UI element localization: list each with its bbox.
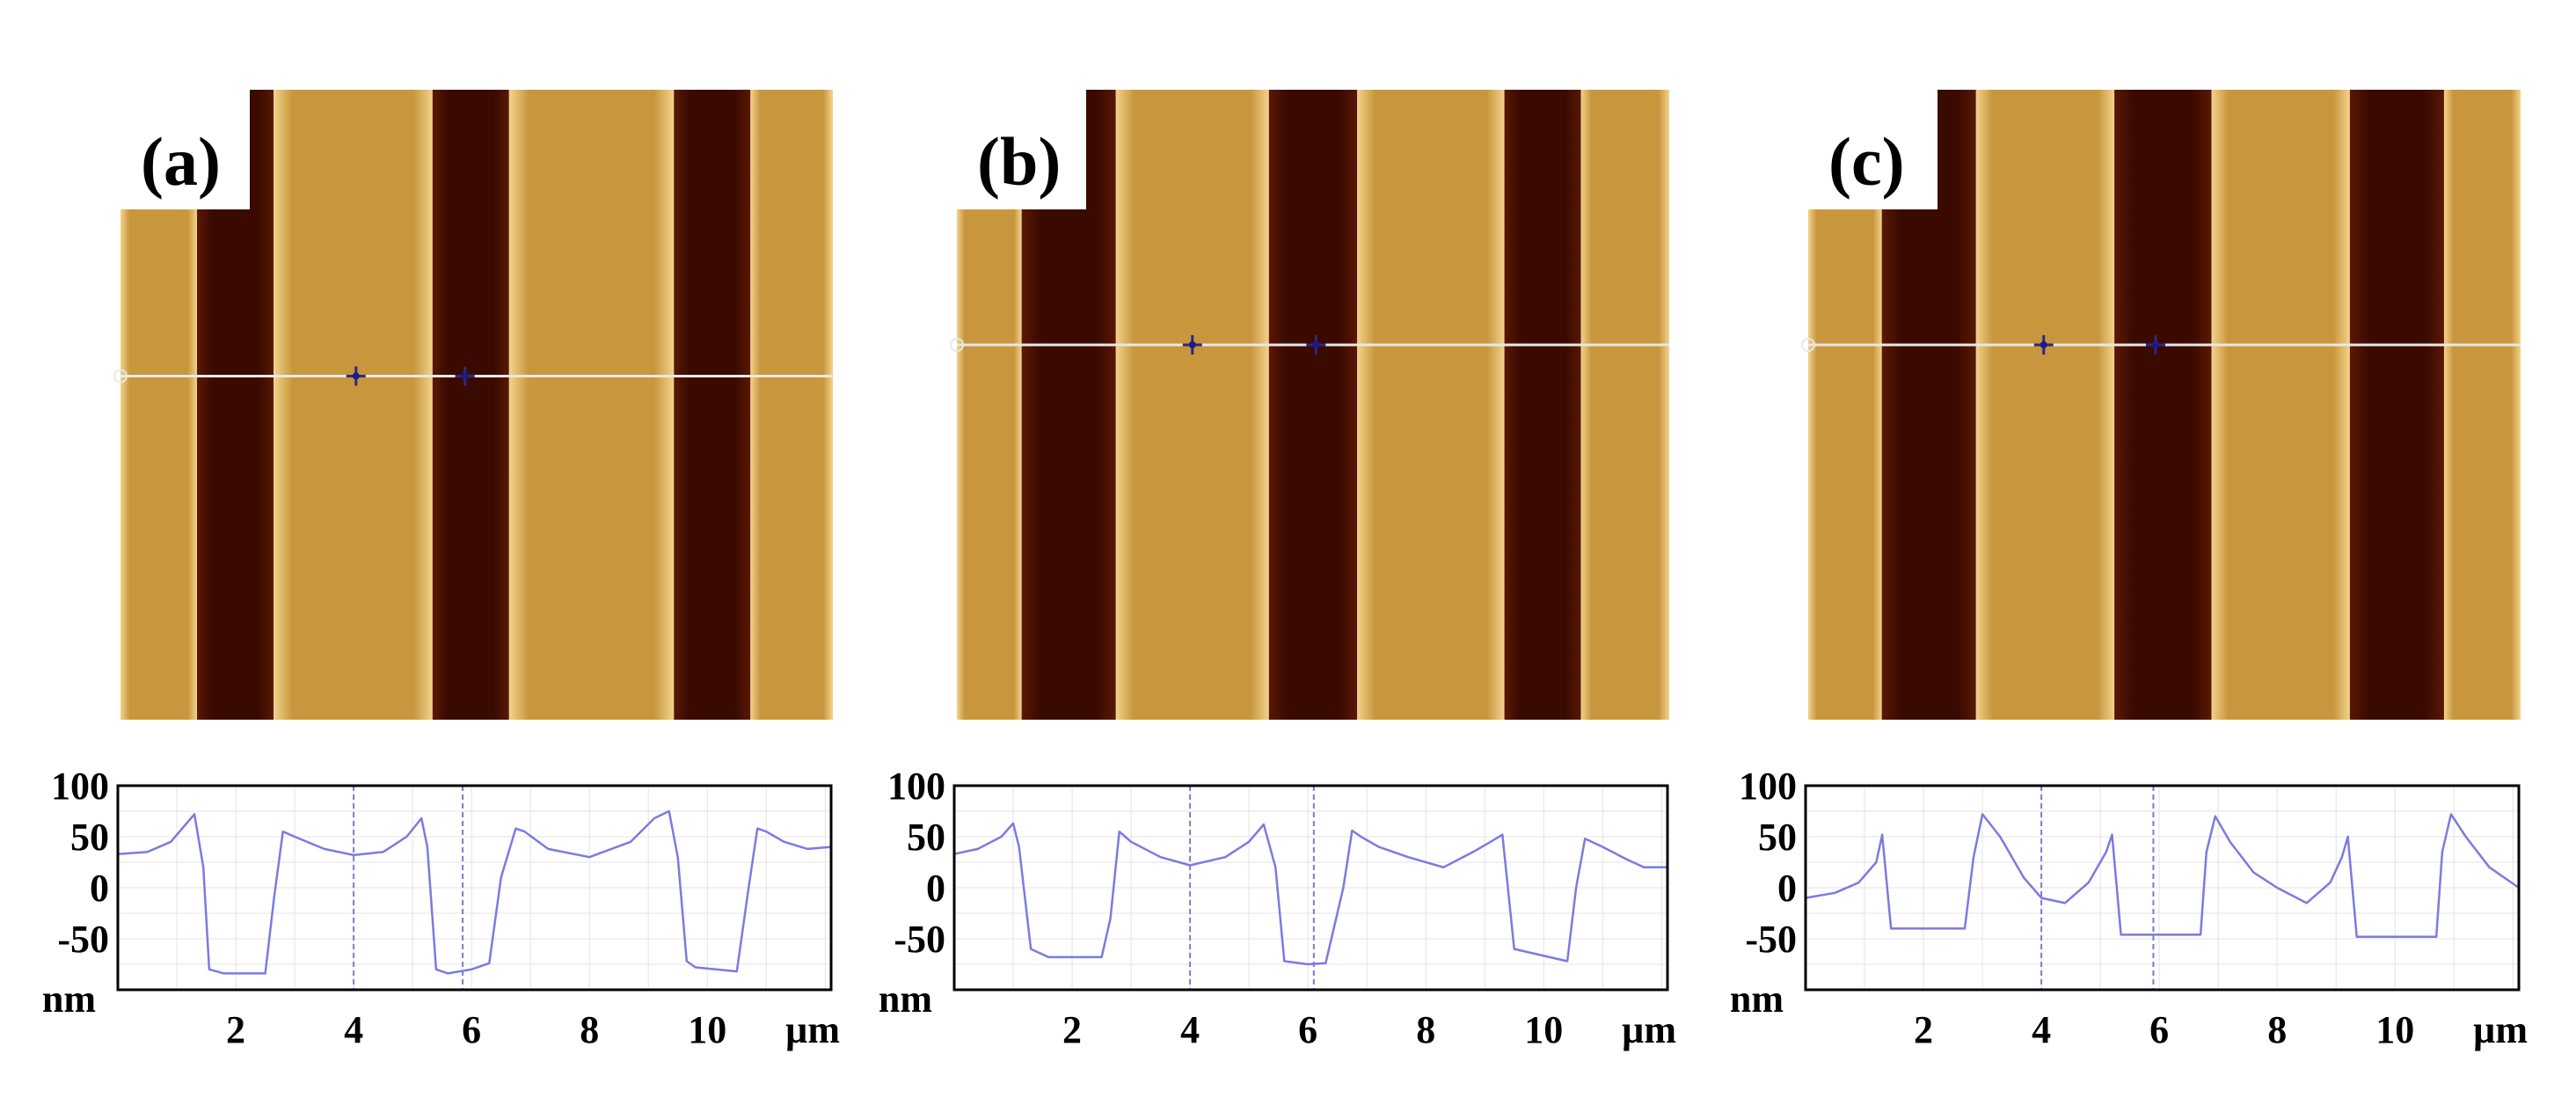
y-tick-label: 50 bbox=[907, 816, 945, 859]
afm-image bbox=[113, 90, 833, 720]
x-tick-label: 2 bbox=[226, 1008, 245, 1051]
y-tick-label: 100 bbox=[1739, 765, 1797, 808]
cursor-marker bbox=[2145, 334, 2165, 355]
bright-stripe bbox=[1580, 90, 1669, 720]
plot-frame bbox=[952, 784, 1669, 992]
x-tick-label: 8 bbox=[580, 1008, 599, 1051]
cursor-marker bbox=[346, 366, 366, 386]
panel-label-text: (c) bbox=[1828, 123, 1905, 200]
scan-line-start-marker bbox=[113, 369, 128, 384]
dark-stripe bbox=[2349, 90, 2444, 720]
dark-stripe bbox=[1504, 90, 1581, 720]
panel-c-figure: (c) 100 50 0 -50 nm 2 4 6 8 10 µm bbox=[1730, 90, 2528, 1051]
cursor-marker bbox=[2033, 334, 2054, 355]
y-axis-unit: nm bbox=[42, 977, 96, 1021]
grid bbox=[117, 785, 831, 991]
y-tick-label: 0 bbox=[90, 867, 109, 910]
series-line bbox=[1805, 813, 2520, 938]
x-tick-label: 4 bbox=[2032, 1008, 2051, 1051]
y-tick-label: -50 bbox=[894, 918, 945, 961]
panel-label-text: (a) bbox=[141, 123, 221, 200]
dark-stripe bbox=[1268, 90, 1358, 720]
x-tick-label: 8 bbox=[1416, 1008, 1435, 1051]
panel-b: (b) 100 50 0 -50 nm 2 4 6 8 10 µm bbox=[836, 0, 1695, 1098]
x-tick-label: 10 bbox=[688, 1008, 726, 1051]
x-tick-label: 8 bbox=[2267, 1008, 2287, 1051]
scan-line-start-marker bbox=[950, 337, 964, 352]
panel-a: (a) 100 50 0 -50 nm 2 4 6 8 10 µm bbox=[0, 0, 858, 1098]
panel-label-text: (b) bbox=[977, 123, 1061, 200]
x-axis-unit: µm bbox=[2473, 1008, 2528, 1051]
x-tick-label: 4 bbox=[344, 1008, 363, 1051]
y-tick-label: -50 bbox=[1745, 918, 1797, 961]
profile-plot: 100 50 0 -50 nm 2 4 6 8 10 µm bbox=[42, 765, 840, 1051]
grid bbox=[1805, 785, 2519, 991]
x-tick-label: 10 bbox=[1524, 1008, 1563, 1051]
bright-stripe bbox=[2443, 90, 2521, 720]
afm-image bbox=[1801, 90, 2521, 720]
dark-stripe bbox=[432, 90, 509, 720]
cursor-marker bbox=[1306, 334, 1326, 355]
bright-stripe bbox=[1357, 90, 1505, 720]
y-axis-unit: nm bbox=[879, 977, 932, 1021]
y-axis-unit: nm bbox=[1730, 977, 1784, 1021]
profile-plot: 100 50 0 -50 nm 2 4 6 8 10 µm bbox=[879, 765, 1676, 1051]
y-tick-label: 50 bbox=[1758, 816, 1797, 859]
bright-stripe bbox=[750, 90, 833, 720]
x-tick-label: 2 bbox=[1914, 1008, 1933, 1051]
scan-line-start-marker bbox=[1801, 337, 1815, 352]
x-tick-label: 6 bbox=[2149, 1008, 2169, 1051]
panel-label: (a) bbox=[118, 90, 250, 209]
cursor-marker bbox=[1182, 334, 1202, 355]
y-tick-label: 0 bbox=[1777, 867, 1797, 910]
bright-stripe bbox=[274, 90, 433, 720]
x-tick-label: 10 bbox=[2375, 1008, 2414, 1051]
plot-frame bbox=[116, 784, 833, 992]
x-tick-label: 4 bbox=[1180, 1008, 1200, 1051]
bright-stripe bbox=[1115, 90, 1269, 720]
dark-stripe bbox=[674, 90, 751, 720]
x-axis-unit: µm bbox=[785, 1008, 840, 1051]
grid bbox=[953, 785, 1667, 991]
bright-stripe bbox=[1975, 90, 2115, 720]
y-tick-label: 100 bbox=[887, 765, 945, 808]
y-tick-label: 100 bbox=[51, 765, 109, 808]
afm-image bbox=[950, 90, 1669, 720]
plot-frame bbox=[1804, 784, 2521, 992]
x-axis-unit: µm bbox=[1622, 1008, 1676, 1051]
profile-plot: 100 50 0 -50 nm 2 4 6 8 10 µm bbox=[1730, 765, 2528, 1051]
y-tick-label: 0 bbox=[926, 867, 945, 910]
cursor-marker bbox=[455, 366, 475, 386]
panel-c: (c) 100 50 0 -50 nm 2 4 6 8 10 µm bbox=[1688, 0, 2546, 1098]
panel-b-figure: (b) 100 50 0 -50 nm 2 4 6 8 10 µm bbox=[879, 90, 1676, 1051]
series-line bbox=[953, 822, 1667, 966]
panel-label: (b) bbox=[954, 90, 1086, 209]
x-tick-label: 6 bbox=[1298, 1008, 1317, 1051]
x-tick-label: 6 bbox=[462, 1008, 481, 1051]
panel-a-figure: (a) 100 50 0 -50 nm 2 4 6 8 10 µm bbox=[42, 90, 840, 1051]
bright-stripe bbox=[508, 90, 675, 720]
y-tick-label: 50 bbox=[70, 816, 109, 859]
y-tick-label: -50 bbox=[57, 918, 109, 961]
panel-label: (c) bbox=[1806, 90, 1937, 209]
x-tick-label: 2 bbox=[1062, 1008, 1082, 1051]
bright-stripe bbox=[2211, 90, 2350, 720]
dark-stripe bbox=[2114, 90, 2212, 720]
series-line bbox=[117, 809, 832, 975]
